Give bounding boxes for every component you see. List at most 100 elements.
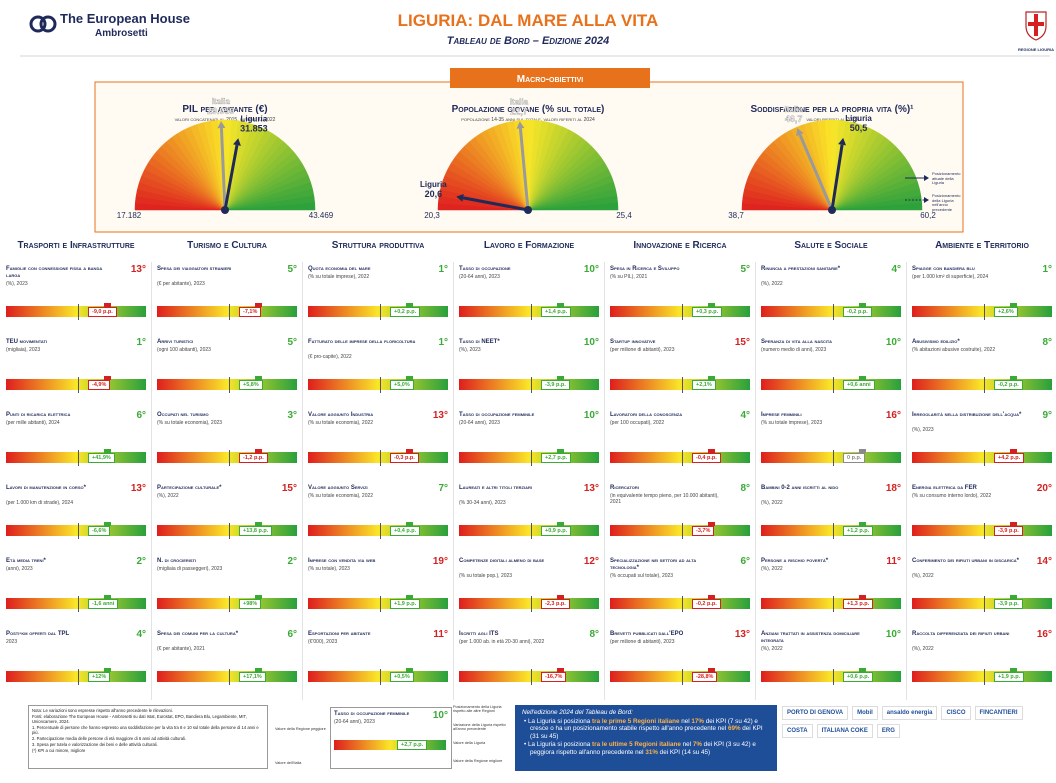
kpi-delta: +1,4 p.p. [541, 307, 572, 317]
gauge-italia-name: Italia [212, 97, 231, 106]
kpi-title: Età media treni* [6, 558, 46, 564]
kpi-delta: +2,7 p.p. [541, 453, 572, 463]
example-rank: 10° [432, 710, 448, 721]
column-rule [302, 262, 303, 700]
kpi-rank: 1° [438, 264, 448, 275]
kpi: Raccolta differenziata dei rifiuti urban… [912, 629, 1054, 701]
kpi-bar-marker [255, 449, 262, 453]
kpi: Punti di ricarica elettrica (per mille ab… [6, 410, 148, 482]
kpi-rank: 1° [438, 337, 448, 348]
kpi: Brevetti pubblicati dall'EPO (per milione… [610, 629, 752, 701]
kpi-bar-marker [859, 449, 866, 453]
kpi-delta: +0,6 p.p. [843, 672, 874, 682]
gauge-italia-value: 46,7 [785, 114, 803, 124]
macro-title-bar [450, 68, 650, 88]
kpi-bar [308, 598, 448, 609]
kpi-title: Speranza di vita alla nascita [761, 339, 832, 345]
kpi-delta: +0,5% [390, 672, 414, 682]
kpi: Spiagge con bandiera blu (per 1.000 km² d… [912, 264, 1054, 336]
kpi-subtitle: (% su totale imprese), 2023 [761, 420, 823, 426]
kpi-bar [157, 379, 297, 390]
kpi-delta: +2,6% [994, 307, 1018, 317]
kpi-bar-marker [406, 449, 413, 453]
kpi-delta: -0,2 p.p. [843, 307, 872, 317]
kpi-subtitle: (per 1.000 km di strade), 2024 [6, 500, 73, 506]
kpi-italia-marker [229, 304, 230, 320]
kpi-bar-marker [104, 522, 111, 526]
kpi: Valore aggiunto Industria (% su totale ec… [308, 410, 450, 482]
kpi-delta: -9,0 p.p. [88, 307, 117, 317]
kpi-bar [459, 452, 599, 463]
summary-segment: nel [680, 741, 693, 749]
gauge-italia-name: Italia [510, 97, 529, 106]
summary-intro: Nell'edizione 2024 del Tableau de Bord: [522, 709, 633, 716]
kpi-delta: -3,9 p.p. [541, 380, 570, 390]
kpi-italia-marker [682, 377, 683, 393]
kpi-title: N. di crocieristi [157, 558, 197, 564]
kpi-title: Raccolta differenziata dei rifiuti urban… [912, 631, 1010, 637]
kpi-rank: 9° [1042, 410, 1052, 421]
kpi: Laureati e altri titoli terziari (% 30-34… [459, 483, 601, 555]
summary-segment: dei KPI (14 su 45) [657, 748, 711, 756]
kpi-rank: 8° [740, 483, 750, 494]
kpi-title: TEU movimentati [6, 339, 48, 345]
kpi-italia-marker [682, 669, 683, 685]
org-logo-icon [29, 15, 57, 33]
kpi-delta: +0,4 p.p. [390, 526, 421, 536]
summary-bullet: • La Liguria si posiziona tra le prime 5… [524, 717, 763, 740]
kpi: Ricercatori (in equivalente tempo pieno, … [610, 483, 752, 555]
kpi-bar-marker [708, 668, 715, 672]
kpi-italia-marker [78, 669, 79, 685]
kpi-rank: 12° [583, 556, 599, 567]
kpi-rank: 19° [432, 556, 448, 567]
kpi-title: Lavoratori della conoscenza [610, 412, 683, 418]
partner-logo: PORTO DI GENOVA [782, 706, 849, 720]
kpi-subtitle: (% su PIL), 2021 [610, 274, 648, 280]
kpi: Iscritti agli ITS (per 1.000 ab. in età 2… [459, 629, 601, 701]
kpi-grid: Trasporti e Infrastrutture Famiglie con c… [0, 236, 1056, 701]
kpi-bar-marker [104, 668, 111, 672]
example-subtitle: (20-64 anni), 2023 [334, 719, 375, 725]
kpi-italia-marker [531, 523, 532, 539]
summary-box: Nell'edizione 2024 del Tableau de Bord: •… [515, 705, 777, 771]
kpi-subtitle: (% 30-34 anni), 2023 [459, 500, 506, 506]
example-delta: +2,7 p.p. [397, 740, 428, 750]
gauge-hub [524, 206, 532, 214]
kpi-rank: 5° [287, 264, 297, 275]
kpi-bar [157, 525, 297, 536]
kpi-rank: 1° [1042, 264, 1052, 275]
kpi-title: Esportazioni per abitante [308, 631, 371, 637]
kpi: Lavoratori della conoscenza (per 100 occu… [610, 410, 752, 482]
kpi: Rinuncia a prestazioni sanitarie* (%), 20… [761, 264, 903, 336]
kpi-bar [610, 598, 750, 609]
kpi-title: Famiglie con connessione fissa a banda l… [6, 266, 103, 279]
kpi-delta: +5,8% [239, 380, 263, 390]
kpi-subtitle: (%), 2022 [912, 646, 934, 652]
summary-bullet: • La Liguria si posiziona tra le ultime … [524, 741, 756, 756]
kpi-rank: 10° [583, 264, 599, 275]
kpi-subtitle: (migliaia di passeggeri), 2023 [157, 566, 223, 572]
kpi-bar-marker [859, 376, 866, 380]
kpi: Quota economia del mare (% su totale impr… [308, 264, 450, 336]
kpi-subtitle: (% su totale), 2023 [308, 566, 350, 572]
kpi-bar [761, 306, 901, 317]
kpi-rank: 13° [583, 483, 599, 494]
column-rule [604, 262, 605, 700]
kpi-delta: +98% [239, 599, 262, 609]
kpi-subtitle: (ogni 100 abitanti), 2023 [157, 347, 211, 353]
area-title: Struttura produttiva [331, 240, 425, 251]
kpi-title: Tasso di NEET* [459, 339, 500, 345]
kpi-rank: 7° [438, 483, 448, 494]
kpi-rank: 5° [287, 337, 297, 348]
kpi-title: Spiagge con bandiera blu [912, 266, 975, 272]
kpi-italia-marker [984, 450, 985, 466]
kpi: Energia elettrica da FER (% su consumo in… [912, 483, 1054, 555]
kpi-rank: 10° [885, 629, 901, 640]
legend-arrow-head [924, 175, 929, 181]
kpi-delta: 0 p.p. [843, 453, 866, 463]
gauge-min: 17.182 [117, 211, 142, 220]
legend-arrow-head [924, 197, 929, 203]
kpi-italia-marker [531, 596, 532, 612]
kpi-rank: 10° [583, 337, 599, 348]
org-name: The European House [60, 11, 190, 26]
